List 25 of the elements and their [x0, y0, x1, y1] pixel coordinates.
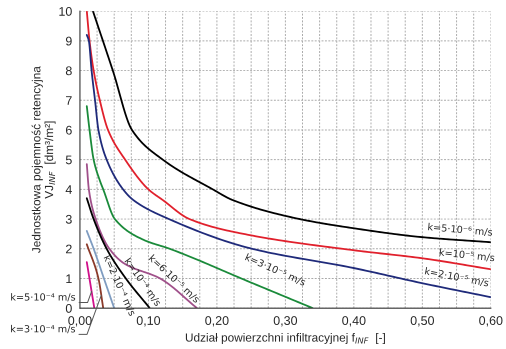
x-tick-label: 0,10: [136, 316, 160, 326]
y-tick-label: 10: [59, 6, 72, 16]
series-label: k=5·10⁻⁴ m/s: [11, 293, 76, 302]
y-axis-title: Jednostkowa pojemność retencyjna VJ$_{INF}$ [dm³/m²]: [32, 66, 56, 253]
y-tick-label: 3: [66, 214, 72, 224]
y-tick-label: 2: [66, 244, 72, 254]
x-tick-label: 0,20: [205, 316, 229, 326]
y-tick-label: 1: [66, 274, 72, 283]
x-axis-title: Udział powierzchni infiltracyjnej f$_{INF}$ [-]: [186, 333, 385, 344]
text: k=3·10⁻⁴ m/s: [11, 324, 76, 334]
x-tick-label: 0,50: [410, 316, 434, 326]
y-tick-label: 6: [66, 126, 72, 135]
y-tick-label: 8: [66, 66, 72, 76]
y-tick-label: 7: [66, 96, 72, 105]
y-tick-label: 5: [66, 156, 72, 164]
x-tick-label: 0,40: [342, 316, 366, 326]
x-tick-label: 0,30: [274, 316, 298, 326]
y-tick-label: 4: [66, 185, 72, 194]
text: k=10⁻⁵ m/s: [439, 248, 495, 262]
x-tick-label: 0,60: [479, 316, 502, 326]
series-label: k=5·10⁻⁶ m/s: [428, 222, 492, 237]
x-tick-label: 0,00: [68, 316, 92, 326]
text: k=2·10⁻⁵ m/s: [424, 267, 490, 288]
y-tick-label: 0: [66, 304, 72, 313]
y-tick-label: 9: [66, 36, 72, 46]
